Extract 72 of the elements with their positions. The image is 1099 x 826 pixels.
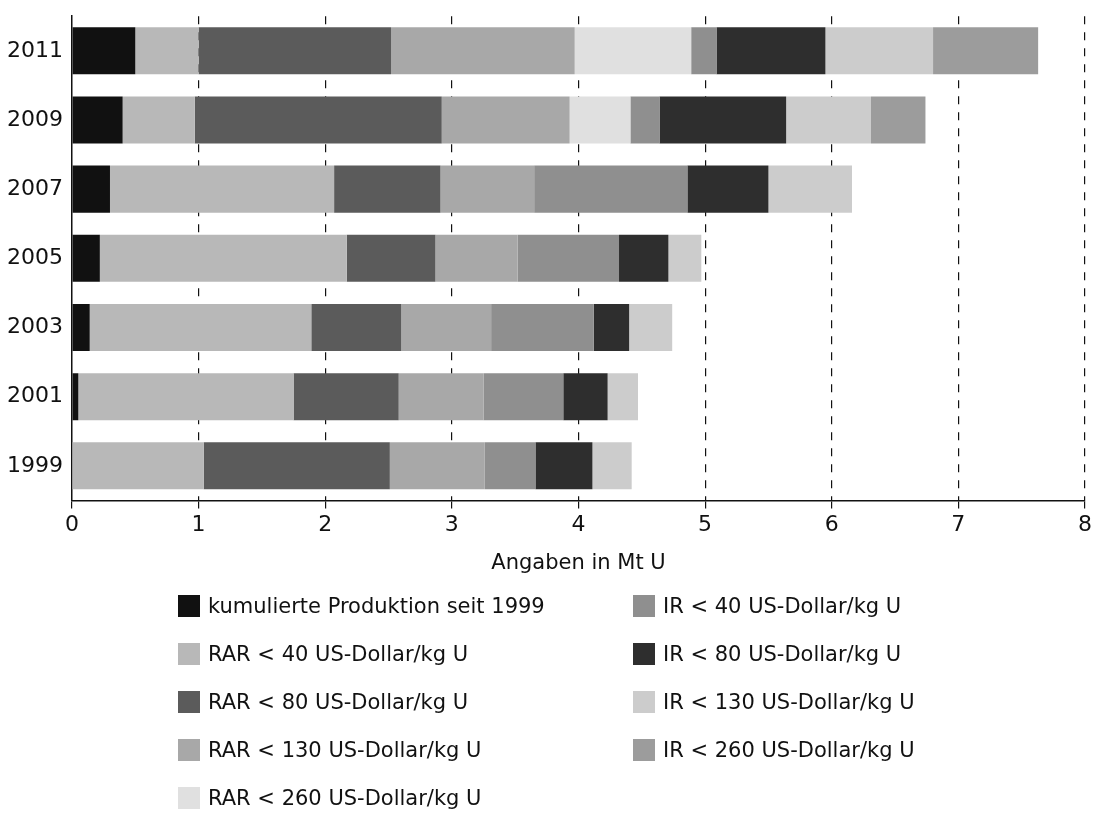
bar <box>534 165 688 213</box>
legend-label: RAR < 40 US-Dollar/kg U <box>208 642 469 666</box>
bar <box>122 96 195 144</box>
bar <box>535 442 593 490</box>
legend-label: IR < 260 US-Dollar/kg U <box>663 738 915 762</box>
y-tick-label: 2005 <box>6 244 63 270</box>
bar <box>89 303 312 351</box>
bar <box>629 303 673 351</box>
legend-label: RAR < 260 US-Dollar/kg U <box>208 786 482 810</box>
legend-label: RAR < 80 US-Dollar/kg U <box>208 690 469 714</box>
bar <box>517 234 620 282</box>
legend-label: IR < 40 US-Dollar/kg U <box>663 594 902 618</box>
legend-label: kumulierte Produktion seit 1999 <box>208 594 545 618</box>
legend-label: IR < 130 US-Dollar/kg U <box>663 690 915 714</box>
bar <box>78 373 294 421</box>
bar <box>619 234 669 282</box>
x-tick-label: 1 <box>191 511 206 537</box>
y-tick-label: 2003 <box>6 313 63 339</box>
bar <box>99 234 347 282</box>
bar <box>484 442 536 490</box>
bar <box>198 27 392 75</box>
bar <box>563 373 608 421</box>
bar <box>72 442 204 490</box>
legend-label: IR < 80 US-Dollar/kg U <box>663 642 902 666</box>
bar <box>293 373 399 421</box>
x-tick-label: 6 <box>824 511 839 537</box>
bar <box>659 96 787 144</box>
bar <box>441 96 570 144</box>
bar <box>871 96 926 144</box>
bar <box>630 96 660 144</box>
bar <box>440 165 535 213</box>
x-tick-label: 2 <box>318 511 333 537</box>
bar <box>592 442 632 490</box>
bar <box>593 303 630 351</box>
x-tick-label: 5 <box>698 511 713 537</box>
bar <box>483 373 564 421</box>
bar <box>194 96 442 144</box>
bar <box>389 442 485 490</box>
legend-label: RAR < 130 US-Dollar/kg U <box>208 738 482 762</box>
bar <box>334 165 441 213</box>
bar <box>401 303 492 351</box>
bar <box>569 96 631 144</box>
bar <box>786 96 871 144</box>
y-tick-label: 1999 <box>6 451 63 477</box>
y-tick-label: 2001 <box>6 382 63 408</box>
bar <box>391 27 575 75</box>
x-tick-label: 7 <box>951 511 966 537</box>
bar <box>109 165 335 213</box>
bar <box>825 27 934 75</box>
x-tick-label: 3 <box>444 511 459 537</box>
bar <box>398 373 484 421</box>
y-tick-label: 2011 <box>6 36 63 62</box>
bar <box>687 165 769 213</box>
bar <box>933 27 1039 75</box>
x-tick-label: 0 <box>64 511 79 537</box>
bar <box>203 442 390 490</box>
bar <box>346 234 436 282</box>
y-tick-label: 2009 <box>6 105 63 131</box>
y-tick-label: 2007 <box>6 174 63 200</box>
bar <box>311 303 402 351</box>
bar <box>607 373 639 421</box>
bar <box>716 27 826 75</box>
bar <box>768 165 853 213</box>
bar <box>491 303 594 351</box>
bar <box>435 234 518 282</box>
bar <box>691 27 717 75</box>
x-tick-label: 8 <box>1078 511 1092 537</box>
bar <box>574 27 692 75</box>
bar <box>668 234 702 282</box>
x-axis-title: Angaben in Mt U <box>491 549 666 574</box>
bar <box>135 27 199 75</box>
x-tick-label: 4 <box>571 511 586 537</box>
